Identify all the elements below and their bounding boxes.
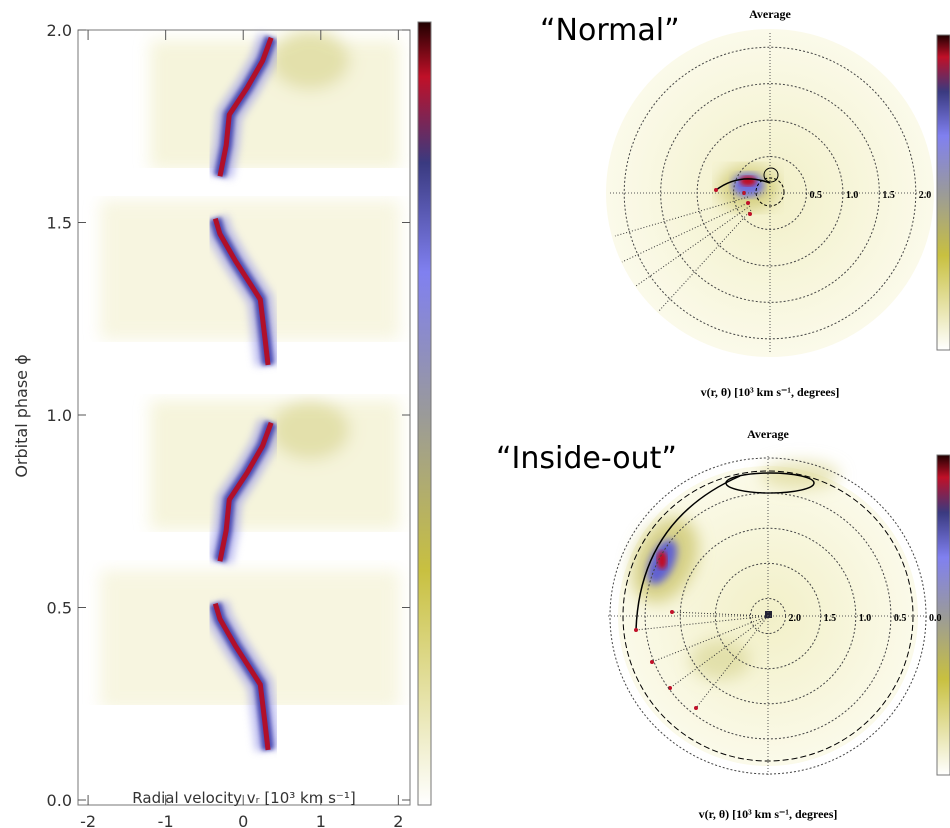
x-axis-label: v(r, θ) [10³ km s⁻¹, degrees] [699,807,838,821]
ring-label: 1.0 [846,190,859,201]
y-tick-label: 2.0 [47,21,72,40]
ring [609,457,927,775]
ring-label: 1.0 [859,613,872,624]
ring [644,492,892,740]
x-tick-label: 0 [238,812,248,828]
track-line [212,36,274,751]
heatmap-background [78,30,410,805]
colorbar [936,454,950,776]
ring [660,83,880,303]
ring [733,156,807,230]
panel-label: “Normal” [540,13,680,48]
x-tick-label: 1 [316,812,326,828]
ring-label: 2.0 [919,190,932,201]
panel-title: Average [749,7,791,21]
x-tick-label: -2 [80,812,96,828]
ring [749,597,787,635]
y-axis-label: Orbital phase ϕ [12,354,31,477]
x-tick-label: -1 [158,812,174,828]
ring [714,562,822,670]
colorbar [417,21,432,806]
colorbar [936,34,950,351]
ring-label: 0.5 [809,190,822,201]
ring-label: 0.5 [894,613,907,624]
x-axis-label: Radial velocity vᵣ [10³ km s⁻¹] [132,789,355,807]
ring [679,527,857,705]
panel-title: Average [747,427,789,441]
y-tick-label: 1.0 [47,406,72,425]
plot-frame [77,29,411,806]
ring-label: 2.0 [789,613,802,624]
y-tick-label: 0.0 [47,791,72,810]
x-tick-label: 2 [393,812,403,828]
y-tick-label: 0.5 [47,599,72,618]
ring-label: 0.0 [929,613,942,624]
y-tick-label: 1.5 [47,214,72,233]
ring-label: 1.5 [824,613,837,624]
emission-track [202,33,284,752]
ring [623,46,917,340]
x-axis-label: v(r, θ) [10³ km s⁻¹, degrees] [701,385,840,399]
ring-label: 1.5 [882,190,895,201]
ring [696,119,844,267]
panel-label: “Inside-out” [496,441,677,476]
